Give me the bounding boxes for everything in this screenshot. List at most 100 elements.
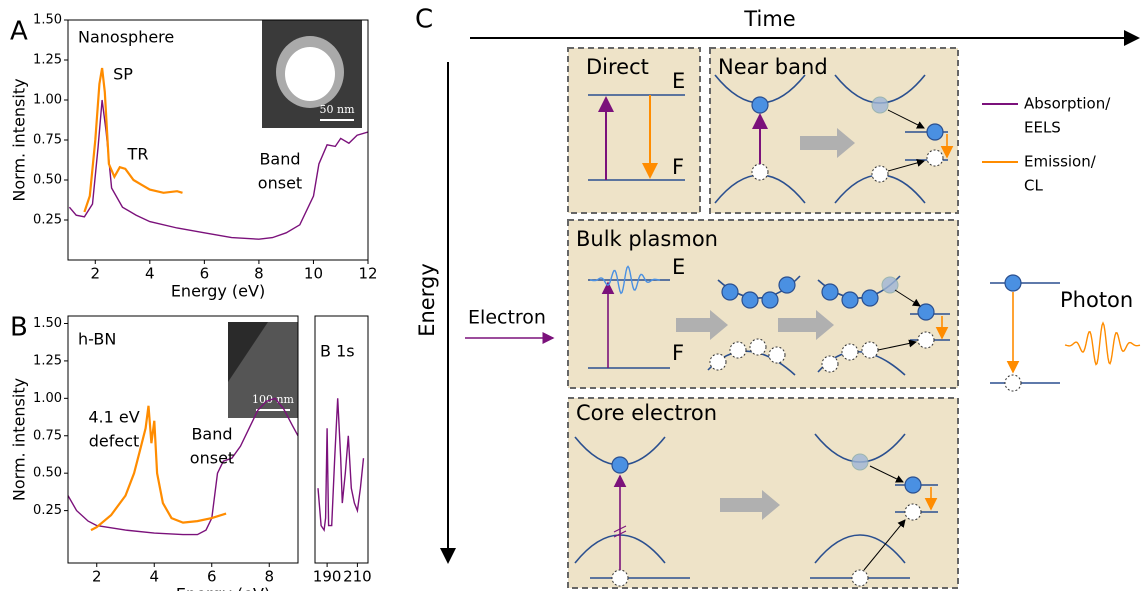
diagram-line (869, 465, 904, 483)
level-label: F (672, 341, 684, 365)
process-arrow (676, 310, 728, 340)
process-arrow (720, 490, 780, 520)
carrier (741, 291, 759, 309)
carrier (841, 291, 859, 309)
annotation: defect (89, 432, 140, 451)
panel-label: C (415, 5, 433, 35)
x-tick-label: 210 (343, 568, 372, 586)
carrier (917, 331, 935, 349)
x-axis-title: Energy (eV) (176, 585, 270, 591)
inset-particle (285, 47, 335, 101)
inset-scale-label: 50 nm (319, 103, 355, 116)
carrier (729, 341, 747, 359)
carrier (841, 343, 859, 361)
box-direct (567, 47, 701, 214)
panel-label: B (10, 313, 28, 343)
diagram-line (887, 159, 925, 172)
legend-label: EELS (1024, 119, 1061, 137)
y-axis-title: Norm. intensity (10, 78, 29, 201)
diagram-line (894, 289, 921, 307)
level-label: E (672, 69, 685, 93)
y-tick-label: 0.50 (33, 173, 62, 188)
x-tick-label: 8 (264, 568, 274, 586)
carrier (861, 289, 879, 307)
panel-label: A (10, 17, 28, 47)
diagram-line (887, 109, 925, 129)
carrier (749, 338, 767, 356)
diagram-line (613, 530, 627, 538)
carrier (751, 163, 769, 181)
x-tick-label: 190 (313, 568, 342, 586)
process-arrow (778, 310, 834, 340)
annotation: SP (113, 65, 133, 84)
chart-title: h-BN (78, 330, 116, 349)
electron-label: Electron (468, 307, 546, 329)
legend-label: Emission/ (1024, 153, 1097, 171)
carrier (751, 96, 769, 114)
time-label: Time (743, 7, 795, 31)
diagram-line (877, 339, 917, 351)
carrier (709, 353, 727, 371)
carrier (851, 453, 869, 471)
box-near-band (709, 47, 959, 214)
x-tick-label: 12 (358, 265, 377, 283)
y-tick-label: 1.00 (33, 93, 62, 108)
carrier (871, 165, 889, 183)
annotation: onset (190, 449, 234, 468)
x-tick-label: 8 (254, 265, 264, 283)
band (814, 534, 906, 564)
carrier (1004, 274, 1022, 292)
y-tick-label: 1.50 (33, 13, 62, 28)
x-tick-label: 6 (200, 265, 210, 283)
y-tick-label: 0.50 (33, 466, 62, 481)
x-tick-label: 2 (92, 568, 102, 586)
y-tick-label: 1.50 (33, 316, 62, 331)
carrier (611, 569, 629, 587)
carrier (821, 355, 839, 373)
photon-label: Photon (1060, 288, 1133, 312)
plot-frame (67, 315, 299, 564)
inset-edge (228, 322, 268, 382)
x-tick-label: 2 (90, 265, 100, 283)
box-title: Core electron (576, 401, 717, 425)
carrier (768, 346, 786, 364)
annotation: TR (127, 145, 149, 164)
annotation: Band (259, 150, 300, 169)
box-title: Bulk plasmon (576, 227, 718, 251)
carrier (926, 149, 944, 167)
y-tick-label: 0.25 (33, 503, 62, 518)
spectrum-line (317, 398, 365, 533)
box-title: Direct (586, 55, 649, 79)
spectrum-line (68, 99, 368, 240)
diagram-boxes (567, 47, 959, 589)
y-tick-label: 0.75 (33, 133, 62, 148)
spectrum-line (90, 405, 227, 532)
x-tick-label: 6 (207, 568, 217, 586)
spectrum-line (68, 397, 298, 536)
x-axis-title: Energy (eV) (171, 282, 265, 301)
y-tick-label: 0.75 (33, 428, 62, 443)
level-label: F (672, 155, 684, 179)
carrier (761, 291, 779, 309)
legend-label: Absorption/ (1024, 95, 1111, 113)
chart-title: B 1s (320, 342, 355, 361)
annotation: 4.1 eV (88, 408, 139, 427)
x-tick-label: 4 (145, 265, 155, 283)
y-axis-title: Norm. intensity (10, 378, 29, 501)
spectrum-line (83, 67, 183, 213)
carrier (821, 283, 839, 301)
y-tick-label: 1.25 (33, 353, 62, 368)
carrier (1004, 374, 1022, 392)
carrier (871, 96, 889, 114)
x-tick-label: 4 (149, 568, 159, 586)
wave (589, 265, 661, 295)
carrier (721, 283, 739, 301)
box-title: Near band (718, 55, 828, 79)
carrier (904, 503, 922, 521)
annotation: onset (258, 174, 302, 193)
carrier (778, 276, 796, 294)
chart-title: Nanosphere (78, 28, 174, 47)
carrier (904, 476, 922, 494)
